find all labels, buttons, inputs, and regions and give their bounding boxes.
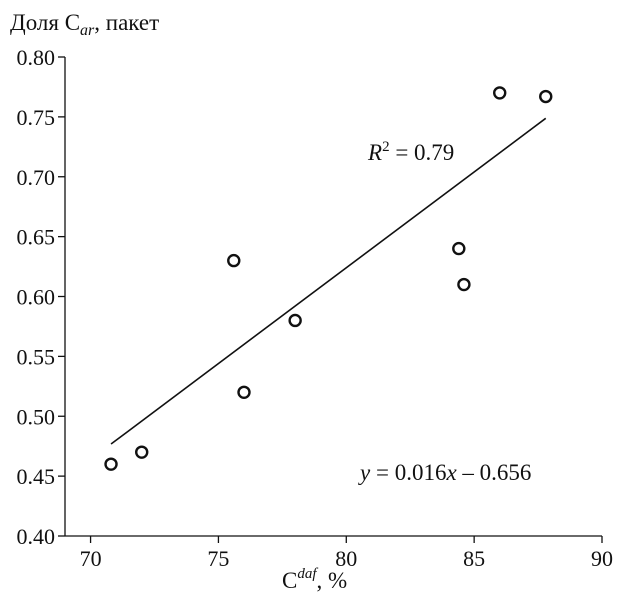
data-point — [227, 253, 241, 268]
y-tick-label: 0.40 — [17, 524, 56, 549]
data-point — [237, 385, 251, 399]
y-tick-label: 0.65 — [17, 225, 56, 250]
regression-equation: y = 0.016x – 0.656 — [358, 460, 531, 485]
data-point — [493, 86, 507, 100]
data-point — [135, 445, 149, 459]
data-points — [104, 86, 553, 471]
y-tick-label: 0.80 — [17, 45, 56, 70]
data-point — [104, 457, 118, 471]
x-tick-label: 80 — [335, 546, 357, 571]
data-point — [457, 277, 471, 292]
y-axis-label: Доля Car, пакет — [10, 10, 159, 39]
data-point — [452, 241, 466, 256]
trend-line — [110, 117, 547, 445]
r-squared-label: R2 = 0.79 — [367, 139, 454, 165]
y-ticks: 0.40 0.45 0.50 0.55 0.60 0.65 0.70 0.75 0.80 — [17, 45, 65, 549]
x-tick-label: 90 — [591, 546, 613, 571]
y-tick-label: 0.75 — [17, 105, 56, 130]
y-tick-label: 0.50 — [17, 404, 56, 429]
data-point — [539, 89, 553, 104]
x-tick-label: 75 — [207, 546, 229, 571]
y-tick-label: 0.45 — [17, 464, 56, 489]
y-tick-label: 0.60 — [17, 285, 56, 310]
y-tick-label: 0.70 — [17, 165, 56, 190]
x-axis-label: Cdaf, % — [282, 566, 347, 593]
x-ticks: 70 75 80 85 90 — [80, 536, 613, 571]
x-tick-label: 70 — [80, 546, 102, 571]
y-tick-label: 0.55 — [17, 344, 56, 369]
data-point — [288, 313, 302, 328]
x-tick-label: 85 — [463, 546, 485, 571]
